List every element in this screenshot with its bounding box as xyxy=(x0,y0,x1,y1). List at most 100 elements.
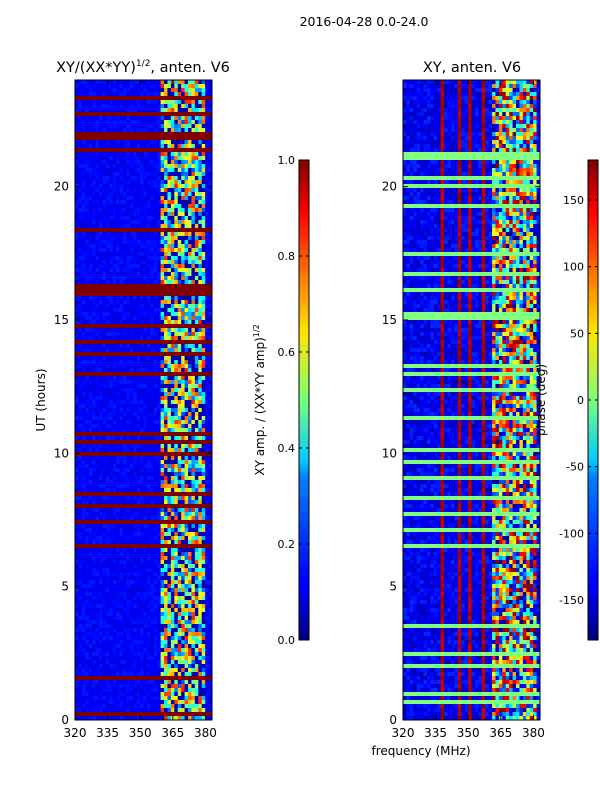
heat-cell xyxy=(208,460,213,465)
heat-cell xyxy=(160,632,165,637)
heat-cell xyxy=(167,408,172,413)
heat-cell xyxy=(105,568,110,573)
heat-cell xyxy=(102,496,107,501)
heat-cell xyxy=(133,368,138,373)
heat-cell xyxy=(160,108,165,113)
heat-cell xyxy=(153,508,158,513)
heat-cell xyxy=(191,620,196,625)
heat-cell xyxy=(136,208,141,213)
heat-cell xyxy=(198,484,203,489)
heat-cell xyxy=(188,208,192,213)
heat-cell xyxy=(170,124,175,129)
heat-cell xyxy=(157,644,162,649)
heat-cell xyxy=(85,528,90,533)
heat-cell xyxy=(126,268,131,273)
heat-cell xyxy=(95,576,100,581)
heat-cell xyxy=(160,428,165,433)
heat-cell xyxy=(157,448,162,453)
heat-cell xyxy=(109,488,114,493)
heat-cell xyxy=(146,232,151,237)
heat-cell xyxy=(143,156,148,161)
heat-cell xyxy=(181,116,185,121)
heat-cell xyxy=(201,384,206,389)
heat-cell xyxy=(146,196,151,201)
heat-cell xyxy=(201,116,206,121)
heat-cell xyxy=(198,320,203,325)
heat-cell xyxy=(95,500,100,505)
heat-cell xyxy=(201,412,206,417)
heat-cell xyxy=(78,436,83,441)
heat-cell xyxy=(78,488,83,493)
heat-cell xyxy=(105,248,110,253)
heat-cell xyxy=(198,388,203,393)
heat-cell xyxy=(153,272,158,277)
heat-cell xyxy=(198,416,203,421)
heat-cell xyxy=(133,572,138,577)
heat-cell xyxy=(133,464,138,469)
heat-cell xyxy=(136,424,141,429)
heat-cell xyxy=(191,120,196,125)
heat-cell xyxy=(136,320,141,325)
heat-cell xyxy=(105,628,110,633)
heat-cell xyxy=(105,88,110,93)
heat-cell xyxy=(136,580,141,585)
heat-cell xyxy=(188,548,192,553)
heat-cell xyxy=(177,156,182,161)
heat-cell xyxy=(119,312,124,317)
heat-cell xyxy=(119,556,124,561)
heat-cell xyxy=(119,208,124,213)
heat-cell xyxy=(205,272,209,277)
heat-cell xyxy=(81,296,86,301)
heat-cell xyxy=(174,368,179,373)
heat-cell xyxy=(174,344,179,349)
heat-cell xyxy=(88,104,93,109)
heat-cell xyxy=(181,120,185,125)
heat-cell xyxy=(184,308,189,313)
heat-cell xyxy=(98,360,103,365)
heat-cell xyxy=(157,552,162,557)
heat-cell xyxy=(181,248,185,253)
heat-cell xyxy=(112,92,117,97)
heat-cell xyxy=(201,444,206,449)
heat-cell xyxy=(122,624,127,629)
heat-cell xyxy=(136,564,141,569)
heat-cell xyxy=(88,336,93,341)
heat-cell xyxy=(112,540,117,545)
heat-cell xyxy=(208,588,213,593)
heat-cell xyxy=(85,464,90,469)
heat-cell xyxy=(184,104,189,109)
heat-cell xyxy=(116,260,120,265)
heat-cell xyxy=(116,344,120,349)
heat-cell xyxy=(205,460,209,465)
heat-cell xyxy=(92,356,96,361)
heat-cell xyxy=(143,204,148,209)
heat-cell xyxy=(198,528,203,533)
heat-cell xyxy=(126,176,131,181)
heat-cell xyxy=(102,464,107,469)
heat-cell xyxy=(129,488,134,493)
heat-cell xyxy=(143,344,148,349)
heat-cell xyxy=(75,572,79,577)
heat-cell xyxy=(85,156,90,161)
heat-cell xyxy=(133,640,138,645)
heat-cell xyxy=(194,168,199,173)
heat-cell xyxy=(181,388,185,393)
heat-cell xyxy=(78,448,83,453)
heat-cell xyxy=(167,84,172,89)
heat-cell xyxy=(98,256,103,261)
heat-cell xyxy=(122,652,127,657)
heat-cell xyxy=(92,456,96,461)
heat-cell xyxy=(181,624,185,629)
heat-cell xyxy=(205,316,209,321)
heat-cell xyxy=(181,612,185,617)
heat-cell xyxy=(116,624,120,629)
heat-cell xyxy=(126,296,131,301)
heat-cell xyxy=(174,516,179,521)
heat-cell xyxy=(160,248,165,253)
heat-cell xyxy=(75,224,79,229)
heat-cell xyxy=(177,276,182,281)
heat-cell xyxy=(129,356,134,361)
heat-cell xyxy=(88,332,93,337)
heat-cell xyxy=(81,124,86,129)
heat-cell xyxy=(98,472,103,477)
